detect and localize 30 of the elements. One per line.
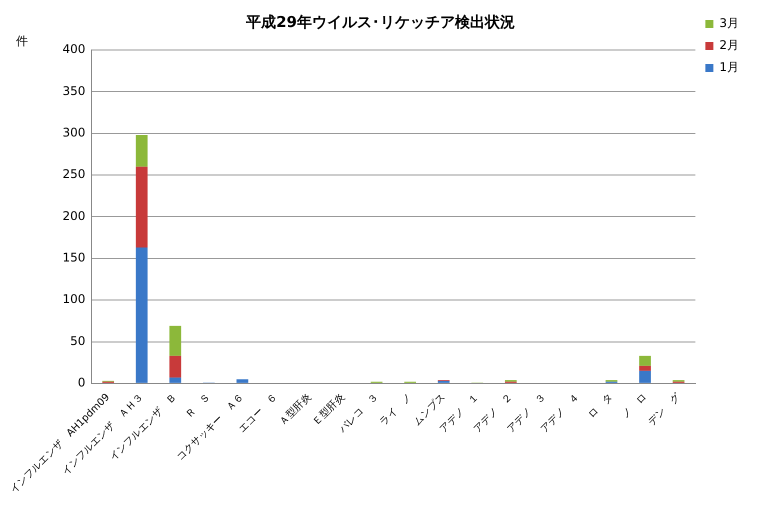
x-tick-label: ロ タ	[586, 392, 616, 421]
chart-title: 平成29年ウイルス･リケッチア検出状況	[245, 12, 515, 31]
legend-label: 2月	[719, 38, 740, 52]
y-tick-label: 0	[78, 376, 86, 390]
y-tick-label: 250	[62, 167, 86, 182]
x-tick-label: ノ ロ	[620, 392, 649, 421]
bar	[639, 356, 651, 366]
bar	[136, 248, 148, 383]
y-axis-title: 件	[16, 34, 28, 48]
bar	[136, 135, 148, 167]
y-tick-label: 100	[62, 292, 86, 306]
legend-label: 3月	[719, 16, 740, 30]
x-tick-label: Ａ型肝炎	[276, 391, 314, 428]
x-tick-label: Ｒ Ｓ	[184, 392, 213, 421]
y-tick-label: 350	[62, 84, 86, 98]
y-tick-label: 400	[62, 42, 86, 56]
bar	[136, 166, 148, 248]
bar	[639, 366, 651, 371]
bar	[236, 379, 248, 383]
legend-label: 1月	[719, 60, 740, 74]
y-tick-label: 150	[62, 250, 86, 265]
bar	[639, 370, 651, 383]
bar	[169, 378, 182, 383]
y-tick-label: 200	[62, 208, 86, 223]
y-tick-label: 300	[62, 125, 86, 140]
x-tick-label: デン グ	[646, 391, 684, 428]
bar	[169, 356, 182, 378]
x-tick-label: ライ ノ	[378, 392, 414, 428]
y-tick-label: 50	[70, 334, 86, 348]
bar	[169, 326, 182, 356]
